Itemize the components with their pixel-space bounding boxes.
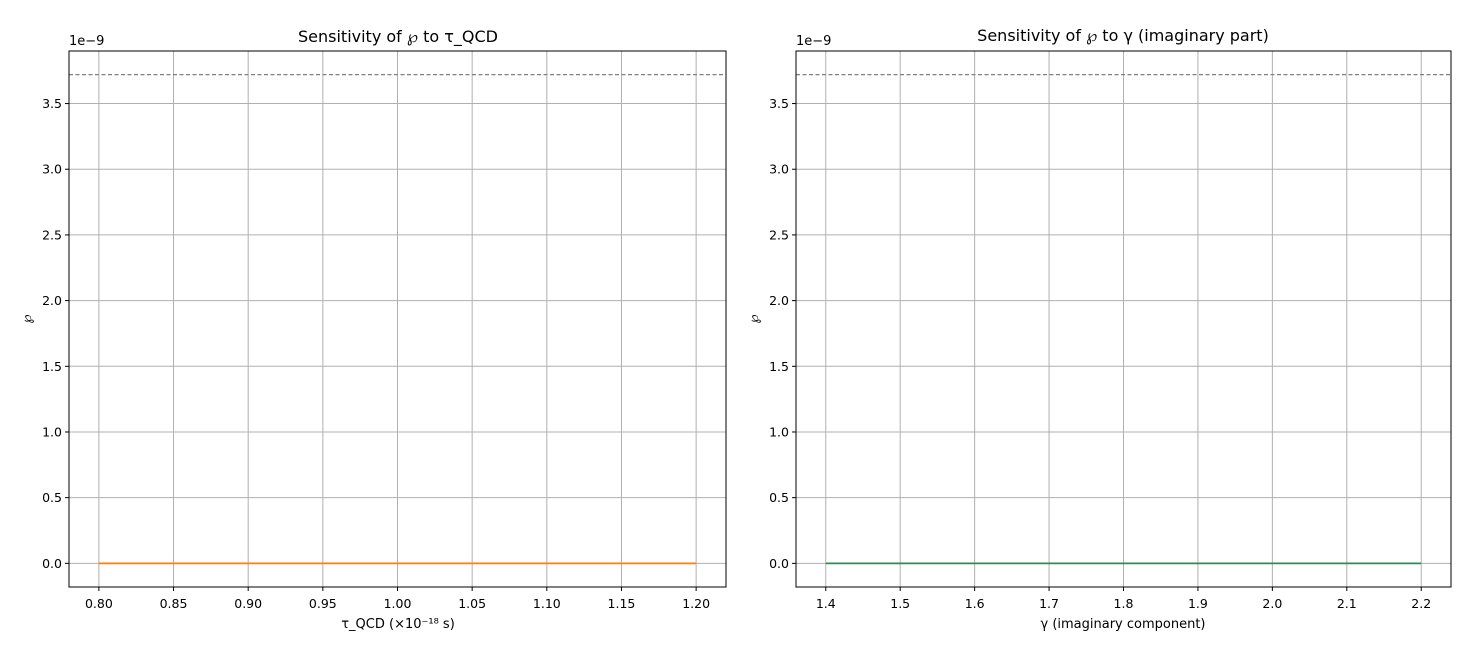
plot-area: 1.4 1.5 1.6 1.7 1.8 1.9 2.0 2.1 2.2 0.0 0.5 1.0 1.5 2… (769, 50, 1452, 611)
x-tick-label: 1.20 (682, 596, 710, 611)
x-tick-label: 0.90 (234, 596, 262, 611)
y-tick-label: 2.0 (769, 293, 789, 308)
y-tick-label: 2.5 (769, 227, 789, 242)
x-tick-label: 1.7 (1039, 596, 1059, 611)
y-tick-label: 0.0 (769, 556, 789, 571)
y-tick-label: 3.0 (42, 162, 62, 177)
x-tick-label: 1.9 (1188, 596, 1208, 611)
y-tick-label: 2.5 (42, 227, 62, 242)
x-tick-label: 0.85 (160, 596, 188, 611)
x-tick-label: 1.05 (458, 596, 486, 611)
y-tick-label: 0.0 (42, 556, 62, 571)
x-tick-label: 0.80 (85, 596, 113, 611)
x-tick-label: 1.4 (816, 596, 836, 611)
chart-gamma: 1.4 1.5 1.6 1.7 1.8 1.9 2.0 2.1 2.2 0.0 0.5 1.0 1.5 2… (747, 26, 1452, 632)
y-tick-label: 1.0 (42, 424, 62, 439)
x-tick-label: 1.10 (533, 596, 561, 611)
x-tick-label: 1.5 (890, 596, 910, 611)
x-tick-label: 1.8 (1114, 596, 1134, 611)
x-tick-label: 0.95 (309, 596, 337, 611)
x-tick-label: 1.00 (384, 596, 412, 611)
y-axis-label: ℘ (20, 314, 35, 323)
y-offset-label: 1e−9 (796, 34, 831, 49)
chart-title: Sensitivity of ℘ to γ (imaginary part) (977, 26, 1269, 45)
y-tick-label: 2.0 (42, 293, 62, 308)
x-tick-label: 2.2 (1411, 596, 1431, 611)
x-tick-label: 1.15 (608, 596, 636, 611)
y-tick-label: 0.5 (769, 490, 789, 505)
y-tick-label: 3.5 (42, 96, 62, 111)
y-axis-label: ℘ (747, 314, 762, 323)
x-axis-label: τ_QCD (×10⁻¹⁸ s) (341, 617, 455, 632)
x-tick-label: 1.6 (965, 596, 985, 611)
x-axis-label: γ (imaginary component) (1041, 617, 1206, 632)
y-tick-label: 1.5 (42, 359, 62, 374)
y-tick-label: 3.0 (769, 162, 789, 177)
y-tick-label: 1.5 (769, 359, 789, 374)
plot-area: 0.80 0.85 0.90 0.95 1.00 1.05 1.10 1.15 1.20 0.0 0… (42, 50, 727, 611)
y-tick-label: 1.0 (769, 424, 789, 439)
y-tick-label: 0.5 (42, 490, 62, 505)
chart-title: Sensitivity of ℘ to τ_QCD (298, 27, 498, 47)
x-tick-label: 2.1 (1337, 596, 1357, 611)
chart-tau-qcd: 0.80 0.85 0.90 0.95 1.00 1.05 1.10 1.15 1.20 0.0 0… (20, 27, 727, 632)
y-tick-label: 3.5 (769, 96, 789, 111)
x-tick-label: 2.0 (1262, 596, 1282, 611)
y-offset-label: 1e−9 (69, 34, 104, 49)
